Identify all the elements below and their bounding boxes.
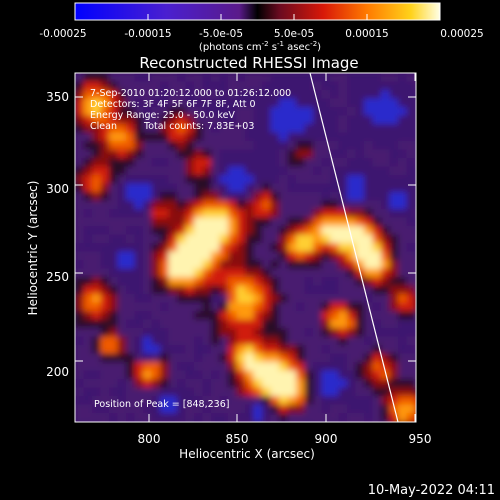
y-tick-label: 350 bbox=[46, 90, 69, 104]
x-tick-label: 950 bbox=[409, 432, 432, 446]
colorbar: -0.00025 -0.00015 -5.0e-05 5.0e-05 0.000… bbox=[39, 2, 484, 53]
algorithm-label: Clean bbox=[90, 121, 117, 132]
heatmap-pixels bbox=[75, 73, 416, 422]
colorbar-tick-label: -5.0e-05 bbox=[199, 28, 243, 40]
total-counts-label: Total counts: 7.83E+03 bbox=[143, 121, 254, 132]
x-axis-label: Heliocentric X (arcsec) bbox=[179, 447, 315, 461]
rhessi-image bbox=[75, 73, 416, 422]
colorbar-gradient bbox=[74, 2, 441, 21]
detectors-label: Detectors: 3F 4F 5F 6F 7F 8F, Att 0 bbox=[90, 99, 256, 110]
colorbar-tick-label: 5.0e-05 bbox=[274, 28, 314, 40]
colorbar-tick-label: 0.00025 bbox=[440, 28, 483, 40]
y-tick-label: 300 bbox=[46, 182, 69, 196]
plot-frame bbox=[74, 72, 417, 423]
footer-date: 10-May-2022 04:11 bbox=[368, 483, 495, 498]
x-tick-label: 850 bbox=[226, 432, 249, 446]
x-tick-label: 900 bbox=[315, 432, 338, 446]
solar-limb-line bbox=[309, 73, 399, 422]
time-range-label: 7-Sep-2010 01:20:12.000 to 01:26:12.000 bbox=[90, 88, 291, 99]
colorbar-ticks bbox=[74, 14, 441, 20]
y-axis-label: Heliocentric Y (arcsec) bbox=[26, 181, 40, 316]
colorbar-units: (photons cm-2 s-1 asec-2) bbox=[199, 40, 321, 53]
colorbar-tick-label: -0.00025 bbox=[39, 28, 86, 40]
x-tick-label: 800 bbox=[138, 432, 161, 446]
y-tick-label: 200 bbox=[46, 365, 69, 379]
y-tick-label: 250 bbox=[46, 270, 69, 284]
colorbar-tick-label: -0.00015 bbox=[124, 28, 171, 40]
axis-ticks bbox=[75, 73, 416, 422]
colorbar-tick-label: 0.00015 bbox=[345, 28, 388, 40]
annotations: 7-Sep-2010 01:20:12.000 to 01:26:12.000 … bbox=[90, 88, 291, 410]
peak-position-label: Position of Peak = [848,236] bbox=[94, 399, 229, 410]
energy-range-label: Energy Range: 25.0 - 50.0 keV bbox=[90, 110, 235, 121]
plot-title: Reconstructed RHESSI Image bbox=[139, 54, 358, 72]
